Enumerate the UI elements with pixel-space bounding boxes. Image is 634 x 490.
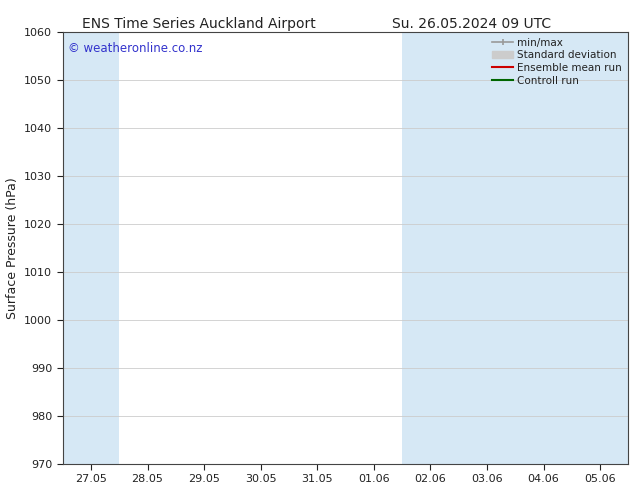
- Bar: [63, 32, 119, 464]
- Text: © weatheronline.co.nz: © weatheronline.co.nz: [68, 43, 203, 55]
- Legend: min/max, Standard deviation, Ensemble mean run, Controll run: min/max, Standard deviation, Ensemble me…: [488, 34, 626, 90]
- Text: ENS Time Series Auckland Airport: ENS Time Series Auckland Airport: [82, 17, 316, 31]
- Bar: [402, 32, 515, 464]
- Bar: [515, 32, 628, 464]
- Y-axis label: Surface Pressure (hPa): Surface Pressure (hPa): [6, 177, 18, 318]
- Text: Su. 26.05.2024 09 UTC: Su. 26.05.2024 09 UTC: [392, 17, 552, 31]
